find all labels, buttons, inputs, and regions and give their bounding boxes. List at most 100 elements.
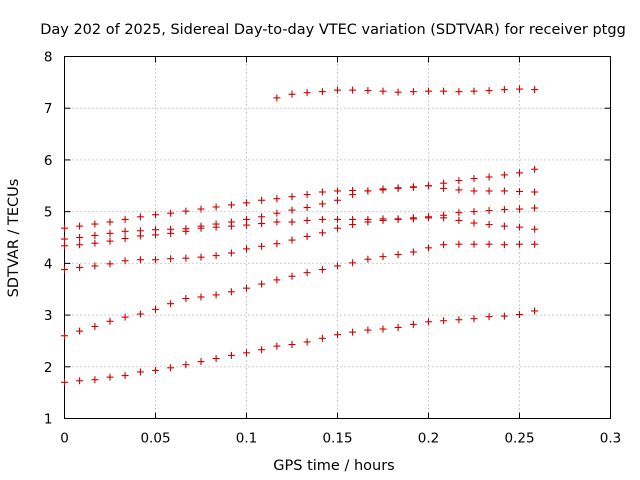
data-point [273, 240, 281, 248]
data-point [394, 323, 402, 331]
data-point [470, 187, 478, 195]
data-point [136, 213, 144, 221]
data-point [531, 188, 539, 196]
data-point [516, 205, 523, 213]
data-point [152, 305, 159, 313]
data-point [76, 327, 84, 335]
data-point [106, 229, 114, 237]
y-tick-label: 8 [44, 50, 53, 66]
data-point [197, 222, 205, 230]
data-point [516, 169, 523, 177]
x-axis-label: GPS time / hours [273, 458, 394, 474]
y-tick-label: 6 [44, 153, 53, 169]
data-point [531, 165, 539, 173]
data-point [136, 227, 144, 235]
data-point [182, 207, 190, 215]
data-point [394, 184, 402, 192]
data-point [500, 206, 508, 214]
data-point [440, 241, 448, 249]
data-point [288, 193, 296, 201]
data-point [273, 94, 281, 102]
data-point [167, 300, 175, 308]
data-point [318, 215, 326, 223]
data-point [485, 240, 493, 248]
data-point [531, 240, 539, 248]
data-point [61, 266, 68, 274]
data-point [303, 204, 311, 212]
data-point [318, 200, 326, 208]
x-tick-label: 0.2 [418, 431, 439, 447]
data-point [485, 187, 493, 195]
data-point [349, 186, 357, 194]
series-7 [273, 85, 539, 102]
data-point [152, 211, 159, 219]
x-tick-label: 0.3 [600, 431, 621, 447]
data-point [516, 85, 523, 93]
data-point [91, 376, 99, 384]
data-point [136, 256, 144, 264]
data-point [121, 257, 129, 265]
data-point [500, 222, 508, 230]
data-point [227, 249, 235, 257]
data-point [349, 86, 357, 94]
data-point [197, 253, 205, 261]
data-point [182, 254, 190, 262]
data-point [409, 248, 417, 256]
data-point [121, 372, 129, 380]
data-point [485, 87, 493, 95]
data-point [349, 259, 357, 267]
y-tick-label: 1 [44, 412, 53, 428]
y-tick-label: 7 [44, 101, 53, 117]
data-point [485, 221, 493, 229]
data-point [212, 203, 220, 211]
data-point [167, 209, 175, 217]
data-point [197, 358, 205, 366]
x-tick-label: 0 [60, 431, 69, 447]
data-point [288, 206, 296, 214]
data-point [334, 224, 341, 232]
data-point [470, 175, 478, 183]
data-point [91, 262, 99, 270]
data-point [485, 313, 493, 321]
data-point [258, 242, 266, 250]
chart-title: Day 202 of 2025, Sidereal Day-to-day VTE… [40, 22, 626, 38]
data-point [197, 293, 205, 301]
data-point [91, 239, 99, 247]
data-point [303, 216, 311, 224]
data-point [470, 240, 478, 248]
data-point [76, 222, 84, 230]
data-point [167, 255, 175, 263]
data-point [470, 219, 478, 227]
x-tick-label: 0.25 [504, 431, 534, 447]
data-point [425, 87, 432, 95]
data-point [485, 207, 493, 215]
data-point [455, 316, 463, 324]
data-point [379, 253, 387, 261]
data-point [258, 196, 266, 204]
data-point [500, 187, 508, 195]
data-point [136, 368, 144, 376]
data-point [258, 213, 266, 221]
data-point [106, 317, 114, 325]
data-point [440, 179, 448, 187]
data-point [485, 173, 493, 181]
data-point [212, 220, 220, 228]
data-point [273, 218, 281, 226]
x-tick-label: 0.1 [236, 431, 257, 447]
data-point [76, 377, 84, 385]
data-point [273, 195, 281, 203]
data-point [152, 366, 159, 374]
data-point [500, 171, 508, 179]
data-point [288, 218, 296, 226]
data-point [243, 349, 250, 357]
data-point [227, 218, 235, 226]
data-point [61, 242, 68, 250]
series-5 [61, 182, 539, 243]
data-point [394, 251, 402, 259]
data-point [121, 215, 129, 223]
data-point [121, 227, 129, 235]
data-point [334, 86, 341, 94]
data-point [61, 332, 68, 340]
data-point [516, 311, 523, 319]
data-point [409, 320, 417, 328]
